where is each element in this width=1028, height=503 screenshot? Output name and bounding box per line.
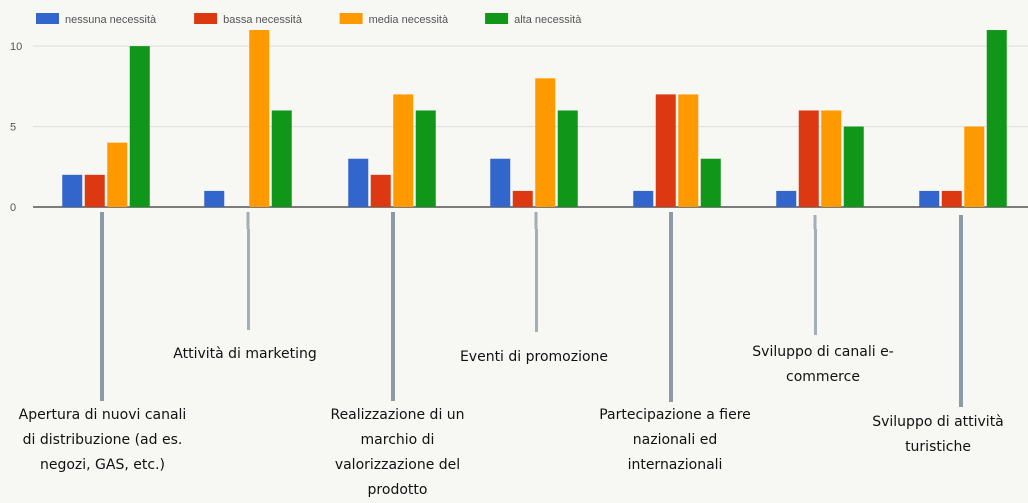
bar bbox=[655, 94, 676, 207]
bar bbox=[798, 110, 819, 207]
category-label: Realizzazione di un marchio di valorizza… bbox=[330, 407, 465, 498]
category-label: Apertura di nuovi canali di distribuzion… bbox=[18, 407, 187, 473]
category-leader-line bbox=[246, 229, 250, 330]
legend-swatch bbox=[339, 13, 363, 24]
bar-chart: 0 5 10 nessuna necessità bassa necessità medi… bbox=[10, 13, 1028, 229]
bar bbox=[62, 174, 83, 207]
bar bbox=[700, 158, 721, 207]
category-leader-line bbox=[959, 229, 963, 407]
category-leader-line bbox=[813, 229, 817, 335]
bar bbox=[249, 30, 270, 208]
category-leader-line bbox=[391, 229, 395, 401]
bar bbox=[633, 190, 654, 207]
bar bbox=[776, 190, 797, 207]
bar bbox=[821, 110, 842, 207]
y-tick-label: 5 bbox=[10, 122, 16, 134]
category-label: Eventi di promozione bbox=[459, 349, 609, 365]
legend-item-label: bassa necessità bbox=[223, 14, 303, 26]
legend-swatch bbox=[194, 13, 218, 24]
bar bbox=[204, 190, 225, 207]
y-tick-label: 10 bbox=[10, 41, 22, 53]
category-leader-line bbox=[100, 229, 104, 401]
category-leader-line bbox=[669, 229, 673, 402]
bar bbox=[415, 110, 436, 207]
bar bbox=[557, 110, 578, 207]
bar bbox=[129, 46, 150, 208]
bar bbox=[941, 190, 962, 207]
legend-item-label: nessuna necessità bbox=[65, 14, 157, 26]
legend-item-label: alta necessità bbox=[514, 14, 582, 26]
bar bbox=[964, 126, 985, 207]
legend-swatch bbox=[485, 13, 509, 24]
category-leader-line bbox=[534, 229, 538, 332]
category-label: Attività di marketing bbox=[173, 346, 317, 362]
bar bbox=[370, 174, 391, 207]
bar bbox=[107, 142, 128, 207]
category-label: Sviluppo di attività turistiche bbox=[872, 414, 1004, 455]
category-label: Partecipazione a fiere nazionali ed inte… bbox=[599, 407, 751, 473]
bar bbox=[271, 110, 292, 207]
bar bbox=[843, 126, 864, 207]
bar bbox=[919, 190, 940, 207]
legend-swatch bbox=[36, 13, 59, 24]
y-tick-label: 0 bbox=[10, 202, 16, 214]
bar bbox=[512, 190, 533, 207]
legend-item-label: media necessità bbox=[369, 14, 449, 26]
bar bbox=[348, 158, 369, 207]
bar bbox=[490, 158, 511, 207]
bar bbox=[678, 94, 699, 207]
bar bbox=[535, 78, 556, 207]
bar bbox=[986, 30, 1007, 208]
category-label: Sviluppo di canali e- commerce bbox=[752, 344, 894, 385]
bar bbox=[393, 94, 414, 207]
bar bbox=[84, 174, 105, 207]
